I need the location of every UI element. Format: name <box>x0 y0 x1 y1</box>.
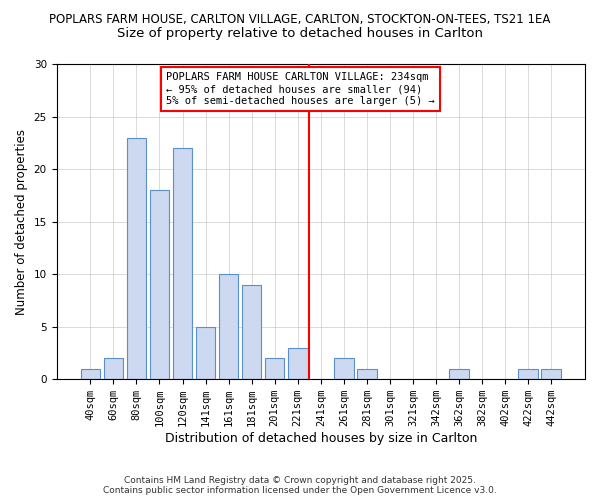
Text: POPLARS FARM HOUSE CARLTON VILLAGE: 234sqm
← 95% of detached houses are smaller : POPLARS FARM HOUSE CARLTON VILLAGE: 234s… <box>166 72 435 106</box>
Bar <box>242 284 262 379</box>
Bar <box>449 368 469 379</box>
Bar <box>541 368 561 379</box>
Bar <box>196 326 215 379</box>
Bar <box>127 138 146 379</box>
Bar <box>219 274 238 379</box>
Text: Size of property relative to detached houses in Carlton: Size of property relative to detached ho… <box>117 28 483 40</box>
Text: POPLARS FARM HOUSE, CARLTON VILLAGE, CARLTON, STOCKTON-ON-TEES, TS21 1EA: POPLARS FARM HOUSE, CARLTON VILLAGE, CAR… <box>49 12 551 26</box>
Bar <box>288 348 308 379</box>
Y-axis label: Number of detached properties: Number of detached properties <box>15 128 28 314</box>
Bar <box>357 368 377 379</box>
X-axis label: Distribution of detached houses by size in Carlton: Distribution of detached houses by size … <box>164 432 477 445</box>
Bar <box>265 358 284 379</box>
Bar <box>149 190 169 379</box>
Text: Contains HM Land Registry data © Crown copyright and database right 2025.
Contai: Contains HM Land Registry data © Crown c… <box>103 476 497 495</box>
Bar <box>80 368 100 379</box>
Bar <box>518 368 538 379</box>
Bar <box>104 358 123 379</box>
Bar <box>173 148 193 379</box>
Bar <box>334 358 353 379</box>
